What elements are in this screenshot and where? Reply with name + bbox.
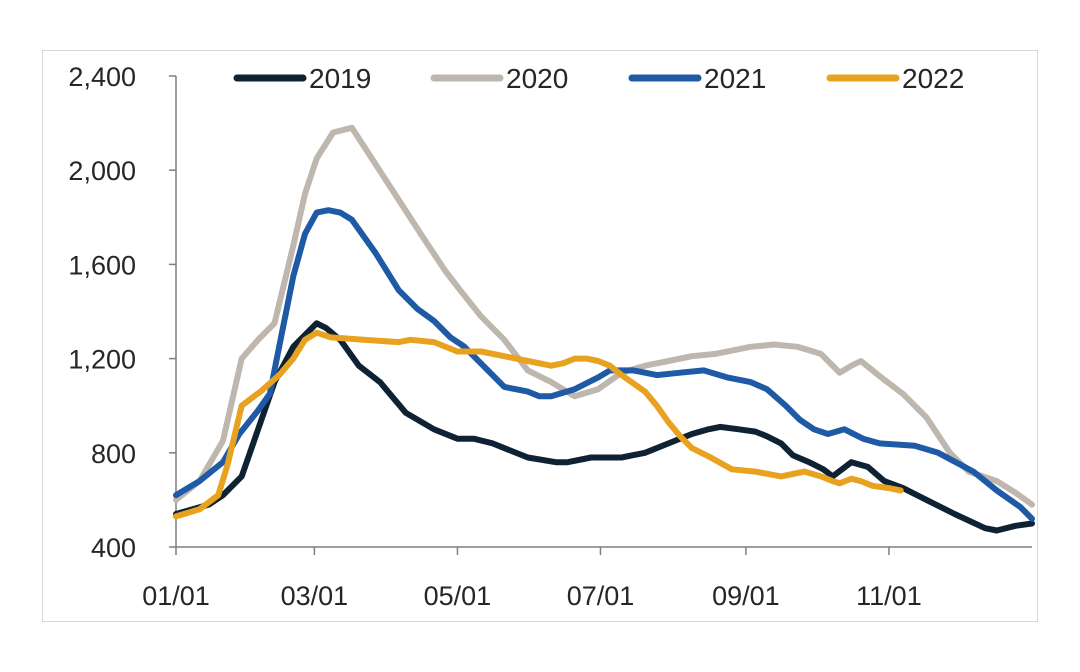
legend-label-2021: 2021 xyxy=(704,63,766,94)
x-tick-label: 09/01 xyxy=(712,581,780,611)
chart-legend: 2019 2020 2021 2022 xyxy=(233,63,964,94)
legend-label-2022: 2022 xyxy=(902,63,964,94)
x-tick-label: 03/01 xyxy=(281,581,349,611)
chart-series xyxy=(173,124,1035,534)
x-tick-label: 05/01 xyxy=(424,581,492,611)
x-tick-label: 01/01 xyxy=(142,581,210,611)
series-line-2022 xyxy=(173,329,904,520)
y-tick-label: 1,200 xyxy=(68,345,136,375)
y-tick-label: 2,000 xyxy=(68,156,136,186)
series-line-2021 xyxy=(173,207,1035,522)
y-tick-label: 1,600 xyxy=(68,250,136,280)
chart-axes: 400 800 1,200 1,600 2,000 2,400 01/01 03/01 05/0… xyxy=(68,62,1032,611)
y-tick-label: 400 xyxy=(91,533,136,563)
x-tick-label: 11/01 xyxy=(856,581,922,611)
chart-frame xyxy=(42,50,1038,622)
x-tick-label: 07/01 xyxy=(567,581,635,611)
y-tick-label: 2,400 xyxy=(68,62,136,92)
legend-label-2019: 2019 xyxy=(309,63,371,94)
series-line-2020 xyxy=(173,124,1035,508)
y-tick-label: 800 xyxy=(91,439,136,469)
legend-label-2020: 2020 xyxy=(506,63,568,94)
series-line-2019 xyxy=(173,320,1035,534)
